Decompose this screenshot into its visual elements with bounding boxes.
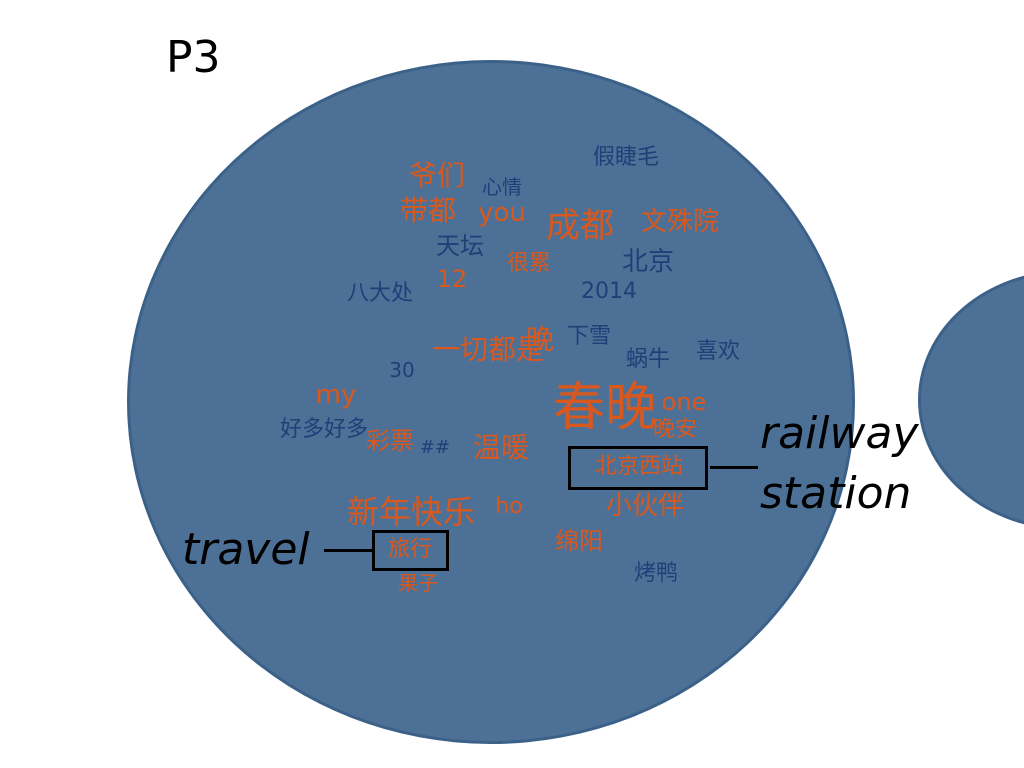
word-6: 文殊院 [640, 207, 720, 237]
word-33: 烤鸭 [633, 561, 679, 586]
word-14: 晚 [525, 323, 555, 356]
callout-line-1 [324, 549, 372, 552]
highlight-box-0 [568, 446, 708, 490]
callout-label-0-0: railway [760, 408, 919, 459]
word-19: my [315, 380, 357, 410]
adjacent-circle-edge [918, 270, 1024, 530]
word-11: 八大处 [346, 281, 414, 306]
word-18: 30 [389, 358, 415, 382]
word-24: ## [419, 437, 451, 458]
word-28: 小伙伴 [605, 491, 685, 521]
word-34: 果子 [398, 571, 438, 595]
word-8: 北京 [621, 247, 675, 277]
callout-label-1-0: travel [182, 524, 310, 575]
word-4: you [478, 198, 526, 228]
callout-line-0 [710, 466, 758, 469]
word-2: 假睫毛 [592, 145, 660, 170]
word-22: 好多好多 [279, 417, 369, 442]
word-13: 一切都是 [431, 333, 545, 366]
word-25: 温暖 [472, 431, 530, 464]
word-31: 绵阳 [555, 527, 603, 555]
word-15: 下雪 [566, 324, 612, 349]
word-1: 心情 [482, 175, 522, 199]
word-7: 天坛 [436, 232, 484, 260]
callout-label-0-1: station [760, 468, 912, 519]
word-32: 旅行 [387, 537, 433, 562]
word-17: 喜欢 [695, 339, 741, 364]
word-27: 北京西站 [594, 454, 684, 479]
word-12: 2014 [581, 279, 637, 304]
word-23: 彩票 [366, 427, 414, 455]
word-26: 晚安 [652, 417, 698, 442]
word-20: 春晚 [552, 378, 658, 438]
word-3: 带都 [399, 194, 457, 227]
panel-label: P3 [166, 32, 221, 83]
word-30: ho [495, 494, 523, 519]
word-21: one [661, 388, 707, 416]
word-29: 新年快乐 [346, 493, 476, 531]
word-9: 很累 [506, 251, 552, 276]
cloud-circle [127, 60, 855, 744]
word-10: 12 [436, 265, 468, 293]
word-0: 爷们 [408, 159, 466, 192]
highlight-box-1 [372, 530, 449, 571]
word-5: 成都 [546, 206, 614, 246]
word-16: 蜗牛 [625, 347, 671, 372]
